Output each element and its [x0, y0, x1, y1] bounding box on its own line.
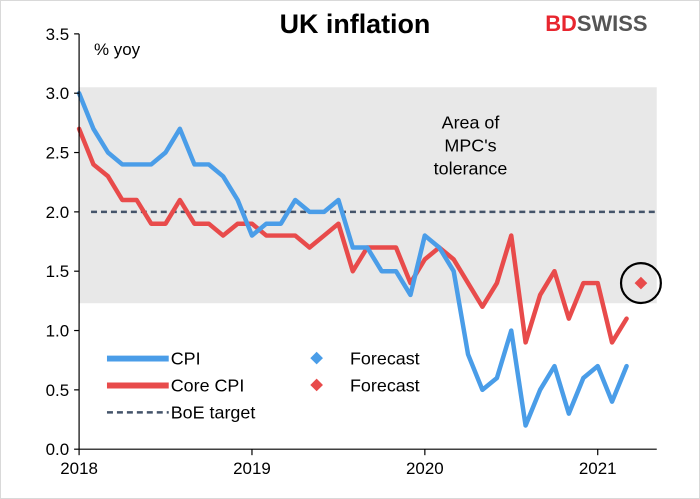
legend: CPI Forecast Core CPI Forecast BoE targe… — [106, 349, 420, 422]
x-tick-label: 2018 — [60, 459, 98, 478]
annotation-line-2: MPC's — [444, 135, 496, 155]
y-tick-label: 1.0 — [46, 322, 70, 341]
y-tick-label: 2.0 — [46, 203, 70, 222]
axis-layer: 0.0 0.5 1.0 1.5 2.0 2.5 3.0 3.5 2018 2019 2020 2021 — [46, 25, 657, 478]
y-tick-label: 0.0 — [46, 440, 70, 459]
x-tick-label: 2021 — [579, 459, 617, 478]
series-layer — [76, 90, 629, 428]
annotation-line-3: tolerance — [434, 158, 508, 178]
legend-label-cpi-forecast: Forecast — [350, 349, 420, 369]
tolerance-band-layer — [79, 87, 657, 304]
chart-title: UK inflation — [280, 9, 431, 39]
annotation-line-1: Area of — [442, 112, 500, 132]
y-tick-label: 3.0 — [46, 84, 70, 103]
forecast-highlight-circle — [619, 262, 662, 305]
brand-logo-text: BDSWISS — [545, 11, 647, 36]
y-tick-label: 0.5 — [46, 381, 70, 400]
series-line-cpi — [76, 90, 629, 428]
y-tick-label: 3.5 — [46, 25, 70, 44]
y-tick-label: 2.5 — [46, 144, 70, 163]
annotation: Area of MPC's tolerance — [434, 112, 508, 178]
legend-label-cpi: CPI — [171, 349, 201, 369]
legend-label-core-cpi: Core CPI — [171, 375, 245, 395]
y-tick-label: 1.5 — [46, 262, 70, 281]
legend-swatch-core-cpi-forecast — [310, 378, 323, 392]
legend-label-boe-target: BoE target — [171, 402, 256, 422]
legend-label-core-cpi-forecast: Forecast — [350, 375, 420, 395]
legend-swatch-cpi-forecast — [310, 351, 323, 365]
tolerance-band — [79, 87, 657, 304]
y-axis-unit: % yoy — [94, 40, 141, 59]
brand-logo: BDSWISS — [545, 11, 647, 36]
series-line-core-cpi — [76, 126, 629, 345]
x-tick-label: 2019 — [233, 459, 271, 478]
x-tick-label: 2020 — [406, 459, 444, 478]
